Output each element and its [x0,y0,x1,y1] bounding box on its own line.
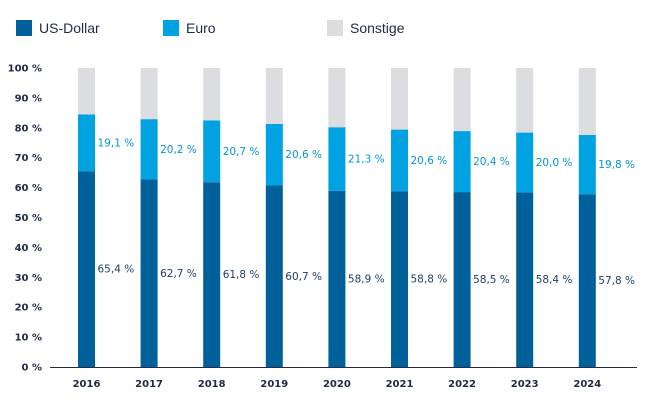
legend-label-us-dollar: US-Dollar [39,20,100,36]
bar-segment-sonstige-2024 [578,68,596,135]
x-tick-label-2022: 2022 [448,379,476,390]
legend-swatch-sonstige [327,20,343,36]
y-tick-label: 40 % [15,243,42,254]
y-tick-label: 90 % [15,93,42,104]
x-tick-label-2019: 2019 [260,379,288,390]
x-tick-label-2021: 2021 [386,379,414,390]
x-tick-label-2020: 2020 [323,379,351,390]
bar-segment-sonstige-2021 [391,68,408,130]
bars [78,68,596,367]
data-label-euro-2021: 20,6 % [411,155,448,167]
data-label-euro-2022: 20,4 % [473,156,510,168]
data-label-us-dollar-2018: 61,8 % [223,269,260,281]
bar-segment-sonstige-2020 [328,68,346,128]
x-tick-label-2023: 2023 [511,379,539,390]
y-tick-label: 20 % [15,303,42,314]
y-tick-label: 30 % [15,273,42,284]
bar-segment-sonstige-2019 [265,68,283,124]
bar-segment-euro-2016 [78,114,95,172]
bar-segment-sonstige-2023 [516,68,534,133]
data-label-us-dollar-2016: 65,4 % [98,264,135,276]
bar-segment-us-dollar-2020 [328,190,346,367]
data-label-us-dollar-2024: 57,8 % [598,275,635,287]
y-tick-label: 80 % [15,123,42,134]
bar-segment-euro-2017 [140,119,158,180]
bar-segment-euro-2024 [578,134,596,195]
data-label-us-dollar-2020: 58,9 % [348,273,385,285]
bar-segment-us-dollar-2024 [578,194,596,367]
bar-segment-us-dollar-2022 [453,192,471,367]
legend-label-euro: Euro [186,20,216,36]
y-tick-label: 10 % [15,333,42,344]
bar-segment-us-dollar-2021 [391,191,408,367]
bar-segment-us-dollar-2016 [78,171,95,367]
bar-segment-sonstige-2022 [453,68,471,132]
data-label-us-dollar-2023: 58,4 % [536,274,573,286]
data-label-euro-2023: 20,0 % [536,157,573,169]
x-tick-label-2017: 2017 [135,379,163,390]
data-label-euro-2024: 19,8 % [598,159,635,171]
x-axis-ticks: 2016 2017 2018 2019 2020 2021 2022 2023 2024 [73,379,602,390]
bar-segment-sonstige-2016 [78,68,95,115]
data-labels: 65,4 % 19,1 % 62,7 % 20,2 % 61,8 % 20,7 % 60,7… [98,137,636,287]
x-tick-label-2018: 2018 [198,379,226,390]
bar-segment-us-dollar-2018 [203,182,221,367]
y-tick-label: 60 % [15,183,42,194]
data-label-us-dollar-2022: 58,5 % [473,274,510,286]
data-label-euro-2018: 20,7 % [223,146,260,158]
bar-segment-sonstige-2017 [140,68,158,120]
legend: US-Dollar Euro Sonstige [16,20,405,36]
data-label-us-dollar-2017: 62,7 % [160,268,197,280]
data-label-us-dollar-2019: 60,7 % [285,271,322,283]
bar-segment-sonstige-2018 [203,68,221,121]
bar-segment-euro-2023 [516,132,534,193]
data-label-euro-2016: 19,1 % [98,137,135,149]
bar-segment-us-dollar-2023 [516,192,534,367]
y-tick-label: 100 % [8,64,42,75]
bar-segment-euro-2021 [391,129,408,192]
legend-label-sonstige: Sonstige [350,20,405,36]
data-label-euro-2020: 21,3 % [348,154,385,166]
data-label-euro-2017: 20,2 % [160,144,197,156]
bar-segment-us-dollar-2017 [140,179,158,367]
y-axis-ticks: 0 % 10 % 20 % 30 % 40 % 50 % 60 % 70 % 80 % 90 % 1… [8,64,42,374]
data-label-us-dollar-2021: 58,8 % [411,274,448,286]
x-tick-label-2016: 2016 [73,379,101,390]
bar-segment-euro-2022 [453,131,471,193]
x-tick-label-2024: 2024 [573,379,601,390]
y-tick-label: 0 % [22,363,42,374]
y-tick-label: 50 % [15,213,42,224]
bar-segment-euro-2020 [328,127,346,191]
legend-swatch-us-dollar [16,20,32,36]
data-label-euro-2019: 20,6 % [285,149,322,161]
legend-swatch-euro [163,20,179,36]
bar-segment-us-dollar-2019 [265,185,283,367]
bar-segment-euro-2019 [265,123,283,186]
bar-segment-euro-2018 [203,120,221,183]
y-tick-label: 70 % [15,153,42,164]
